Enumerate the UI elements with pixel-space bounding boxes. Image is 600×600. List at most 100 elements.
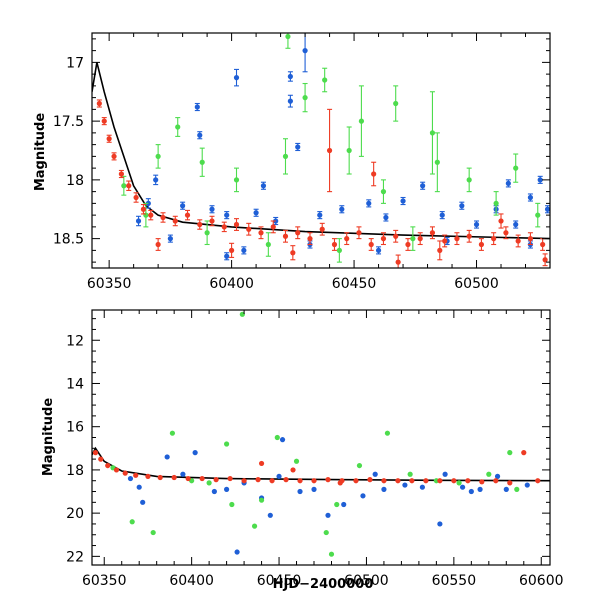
- blue-data-point: [537, 175, 543, 184]
- blue-data-point: [233, 68, 240, 87]
- bottom-panel-light-curve: 60350 60400 60450 60500 60550 60600 12 14 16 18 20…: [66, 309, 564, 589]
- green-data-point: [356, 462, 363, 469]
- red-data-point: [283, 477, 289, 483]
- blue-data-point: [140, 499, 146, 505]
- red-data-point: [92, 450, 99, 456]
- red-data-point: [337, 480, 343, 486]
- red-data-point: [507, 480, 513, 486]
- blue-data-point: [442, 471, 448, 477]
- blue-data-point: [164, 454, 170, 460]
- red-data-point: [491, 232, 497, 246]
- blue-data-point: [276, 473, 282, 479]
- red-data-point: [381, 478, 387, 484]
- red-data-point: [295, 226, 301, 240]
- blue-data-point: [127, 475, 134, 482]
- red-data-point: [113, 467, 120, 473]
- green-data-point: [302, 82, 308, 113]
- red-data-point: [395, 254, 401, 268]
- blue-data-point: [372, 471, 378, 477]
- green-data-point: [121, 175, 127, 196]
- blue-data-point: [194, 102, 200, 112]
- blue-data-point: [267, 512, 273, 518]
- red-data-point: [133, 192, 139, 203]
- blue-data-point: [494, 473, 501, 479]
- green-data-point: [323, 529, 329, 536]
- green-data-point: [206, 480, 212, 486]
- red-data-point: [185, 475, 191, 482]
- green-data-point: [514, 486, 520, 492]
- top-panel-light-curve: 60350 60400 60450 60500 17 17.5 18 18.5: [53, 32, 551, 292]
- red-data-point: [451, 478, 457, 484]
- green-data-point: [199, 147, 205, 177]
- red-data-point: [111, 152, 117, 161]
- y-tick-label: 18: [66, 463, 84, 479]
- green-data-point: [258, 497, 265, 503]
- red-data-point: [465, 478, 471, 484]
- blue-data-point: [419, 484, 425, 490]
- green-data-point: [456, 480, 462, 486]
- red-data-point: [96, 99, 102, 108]
- blue-data-point: [287, 71, 293, 82]
- red-data-point: [319, 222, 325, 236]
- red-data-point: [368, 238, 374, 251]
- red-data-point: [105, 462, 111, 469]
- blue-data-point: [524, 482, 530, 488]
- y-tick-label: 16: [66, 420, 84, 436]
- model-curve: [92, 446, 550, 482]
- red-data-point: [98, 456, 104, 462]
- red-data-point: [157, 474, 163, 481]
- blue-data-point: [197, 131, 203, 140]
- red-data-point: [429, 226, 436, 240]
- red-data-point: [353, 478, 359, 484]
- red-data-point: [326, 108, 333, 193]
- green-data-point: [150, 529, 156, 536]
- x-tick-label: 60400: [209, 276, 254, 292]
- blue-data-point: [400, 196, 406, 206]
- red-data-point: [437, 478, 443, 484]
- green-data-point: [285, 33, 291, 49]
- red-data-point: [282, 229, 289, 243]
- plot-area: [92, 33, 550, 268]
- green-data-point: [434, 132, 440, 193]
- red-data-point: [184, 209, 191, 221]
- red-data-point: [160, 212, 166, 223]
- red-data-point: [199, 475, 205, 482]
- red-data-point: [521, 450, 527, 456]
- plot-frame: [91, 309, 551, 566]
- red-data-point: [233, 218, 240, 231]
- red-data-point: [145, 473, 151, 479]
- top-panel-ylabel: Magnitude: [33, 113, 48, 192]
- red-data-point: [297, 478, 303, 484]
- red-data-point: [171, 474, 177, 481]
- x-tick-label: 60450: [332, 276, 377, 292]
- blue-data-point: [260, 181, 267, 190]
- blue-data-point: [383, 213, 389, 222]
- red-data-point: [454, 232, 460, 246]
- blue-data-point: [473, 220, 480, 229]
- blue-data-point: [381, 486, 387, 492]
- green-data-point: [224, 441, 230, 447]
- green-data-point: [274, 434, 280, 441]
- green-data-point: [507, 450, 513, 456]
- y-tick-label: 22: [66, 549, 84, 565]
- green-data-point: [204, 220, 210, 246]
- blue-data-point: [311, 486, 317, 492]
- red-data-point: [122, 470, 128, 476]
- green-data-point: [410, 226, 416, 251]
- blue-data-point: [375, 246, 382, 255]
- x-tick-label: 60350: [87, 276, 132, 292]
- green-data-point: [493, 191, 499, 216]
- red-data-point: [213, 477, 219, 483]
- red-data-point: [344, 232, 350, 246]
- blue-data-point: [241, 246, 247, 255]
- red-data-point: [270, 220, 276, 234]
- blue-data-point: [527, 193, 534, 202]
- blue-data-point: [297, 488, 303, 495]
- blue-data-point: [468, 488, 474, 495]
- blue-data-point: [209, 205, 215, 214]
- blue-data-point: [253, 208, 259, 217]
- blue-data-point: [402, 482, 408, 488]
- green-data-point: [233, 167, 240, 193]
- y-tick-label: 12: [66, 333, 84, 349]
- red-data-point: [325, 477, 331, 483]
